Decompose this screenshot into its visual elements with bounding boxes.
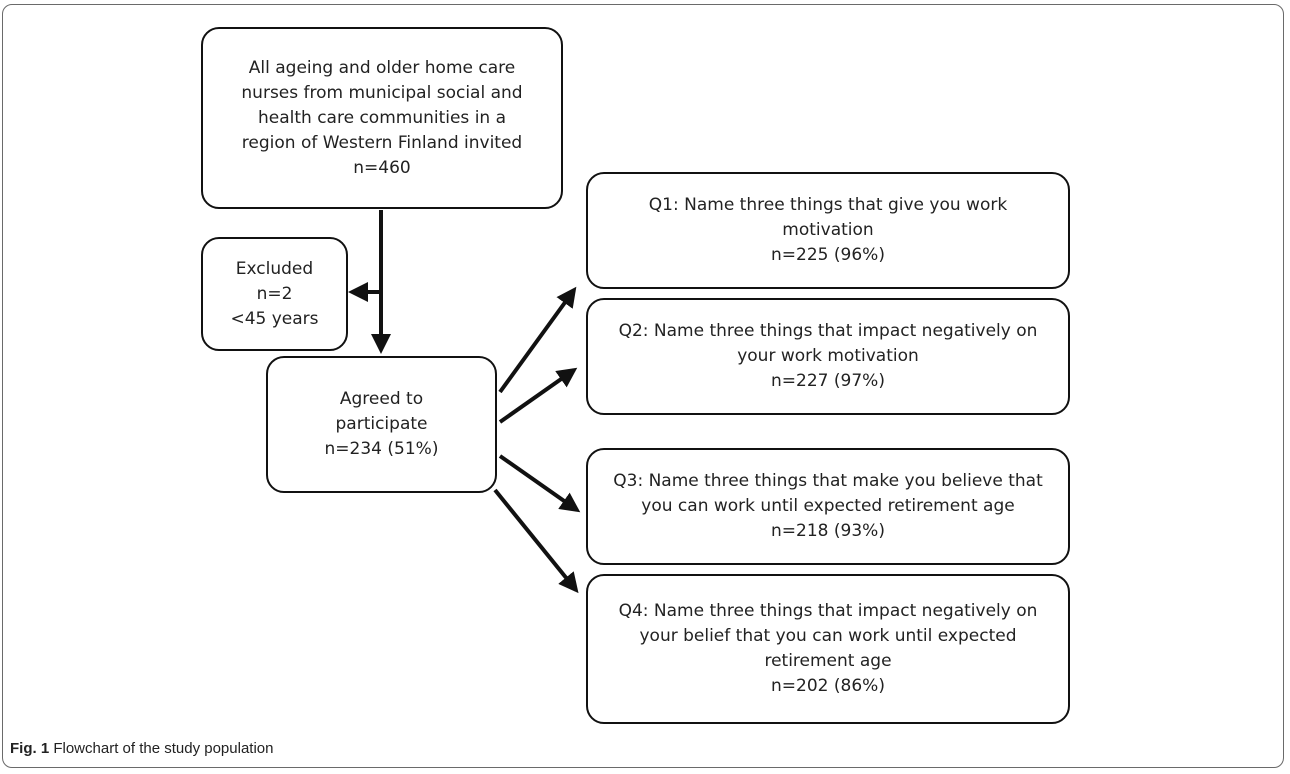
node-q3-line: Q3: Name three things that make you beli… xyxy=(613,471,1043,491)
node-invited-line: nurses from municipal social and xyxy=(241,82,523,103)
arrow-agreed-to-q2 xyxy=(498,367,578,424)
node-q3-count: n=218 (93%) xyxy=(771,521,885,541)
node-excluded: Excluded n=2 <45 years xyxy=(201,237,348,351)
node-excluded-note: <45 years xyxy=(230,308,319,329)
node-q1-line: motivation xyxy=(782,220,874,240)
figure-caption-label: Fig. 1 xyxy=(10,740,50,757)
node-invited-count: n=460 xyxy=(353,157,411,178)
node-q4: Q4: Name three things that impact negati… xyxy=(586,574,1070,724)
arrow-agreed-to-q3 xyxy=(498,454,581,513)
node-excluded-label: Excluded xyxy=(235,258,314,279)
node-q2-line: Q2: Name three things that impact negati… xyxy=(618,321,1038,341)
node-invited-line: All ageing and older home care xyxy=(248,57,516,78)
figure-caption: Fig. 1 Flowchart of the study population xyxy=(10,740,273,757)
node-q2-line: your work motivation xyxy=(737,346,919,366)
node-q4-line: retirement age xyxy=(764,651,892,671)
node-q4-line: Q4: Name three things that impact negati… xyxy=(618,601,1038,621)
node-agreed: Agreed to participate n=234 (51%) xyxy=(266,356,497,493)
node-q1-count: n=225 (96%) xyxy=(771,245,885,265)
node-q4-count: n=202 (86%) xyxy=(771,676,885,696)
node-q1: Q1: Name three things that give you work… xyxy=(586,172,1070,289)
node-agreed-line: participate xyxy=(335,414,428,434)
node-q2-count: n=227 (97%) xyxy=(771,371,885,391)
arrow-agreed-to-q4 xyxy=(493,488,579,594)
node-agreed-count: n=234 (51%) xyxy=(324,439,439,459)
node-q2: Q2: Name three things that impact negati… xyxy=(586,298,1070,415)
node-q1-line: Q1: Name three things that give you work xyxy=(648,195,1008,215)
figure-frame xyxy=(2,4,1284,768)
node-agreed-line: Agreed to xyxy=(339,389,424,409)
figure-caption-text: Flowchart of the study population xyxy=(49,740,274,757)
arrow-agreed-to-q1 xyxy=(498,286,577,394)
node-excluded-count: n=2 xyxy=(256,283,293,304)
node-invited: All ageing and older home care nurses fr… xyxy=(201,27,563,209)
node-q3-line: you can work until expected retirement a… xyxy=(641,496,1015,516)
node-invited-line: health care communities in a xyxy=(257,107,507,128)
node-invited-line: region of Western Finland invited xyxy=(241,132,523,153)
node-q4-line: your belief that you can work until expe… xyxy=(639,626,1017,646)
node-q3: Q3: Name three things that make you beli… xyxy=(586,448,1070,565)
